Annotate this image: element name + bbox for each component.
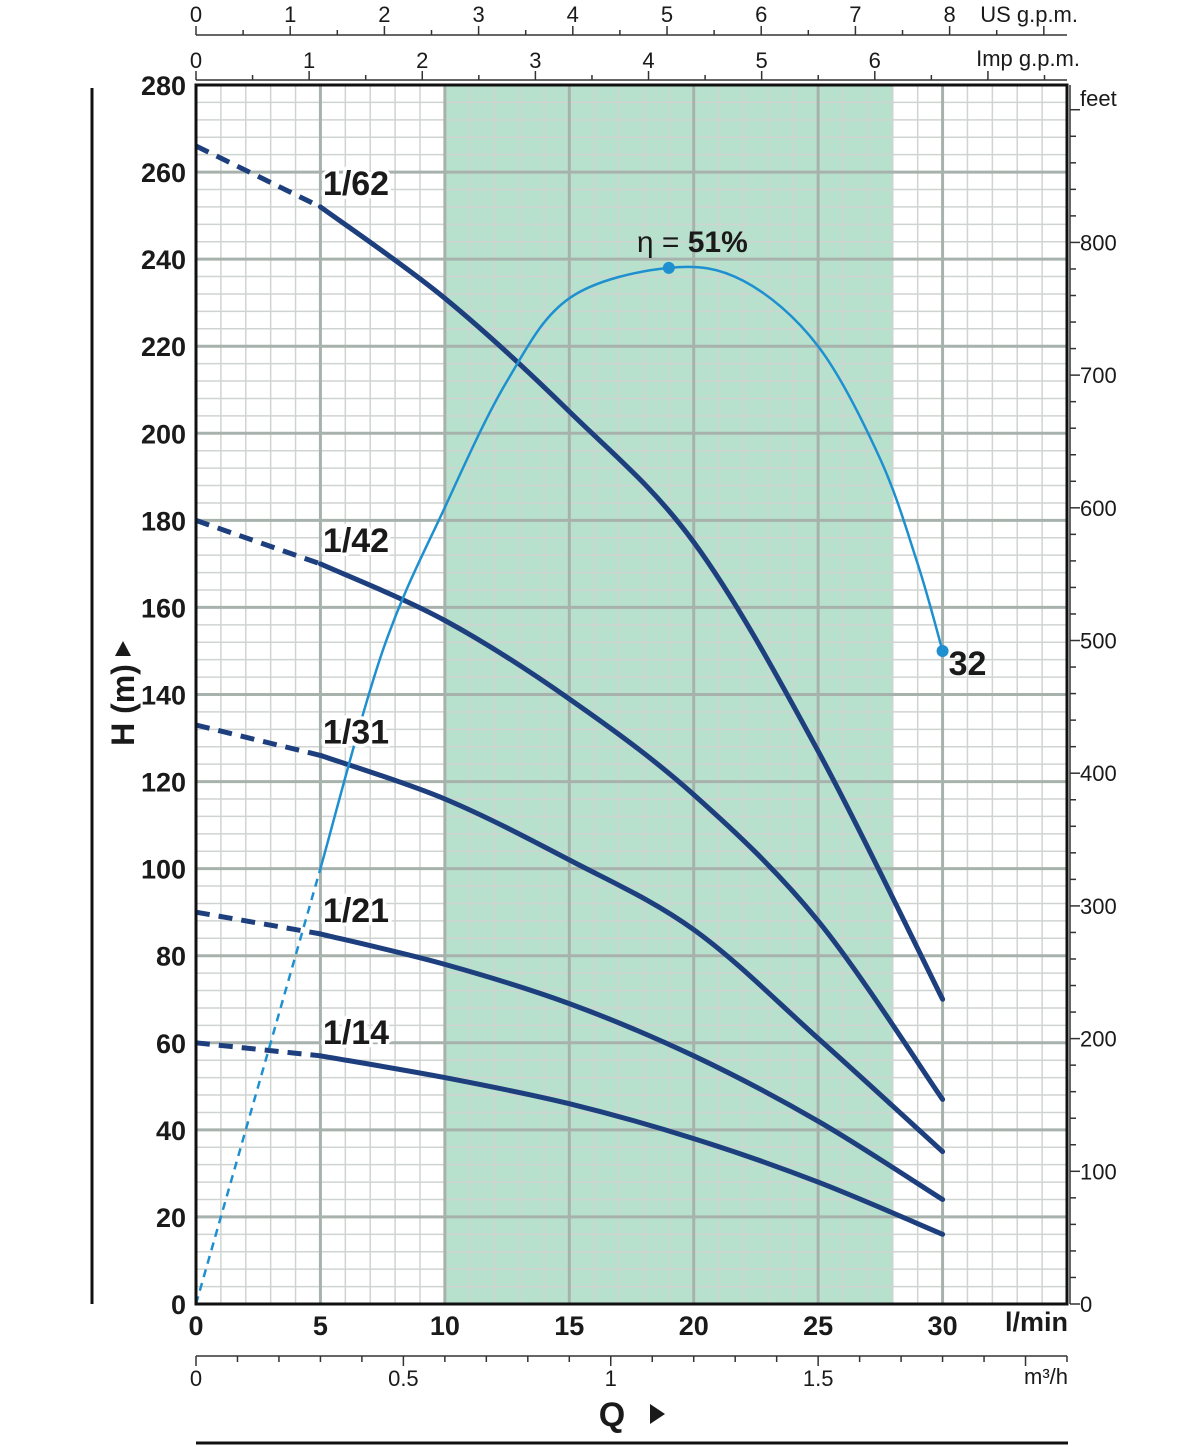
us-gpm-tick-label: 0 bbox=[190, 2, 202, 27]
x-tick-label: 10 bbox=[430, 1311, 460, 1341]
curve-1-21 bbox=[317, 931, 946, 1202]
m3h-tick-label: 0 bbox=[190, 1366, 202, 1391]
curve-1-42 bbox=[317, 561, 946, 1102]
feet-tick-label: 500 bbox=[1080, 629, 1117, 654]
curve-1-14-dashed-segment bbox=[195, 1040, 321, 1059]
y-tick-label: 140 bbox=[141, 681, 186, 711]
imp-gpm-tick-label: 3 bbox=[529, 48, 541, 73]
x-axis-arrow-icon bbox=[650, 1404, 665, 1424]
feet-tick-label: 400 bbox=[1080, 761, 1117, 786]
x-tick-label: 25 bbox=[803, 1311, 833, 1341]
curve-1-42-dashed-segment bbox=[195, 518, 322, 567]
y-axis-title: H (m) bbox=[90, 88, 141, 1304]
feet-tick-label: 200 bbox=[1080, 1027, 1117, 1052]
y-tick-label: 240 bbox=[141, 245, 186, 275]
y-tick-label: 180 bbox=[141, 506, 186, 536]
curve-label-1-31: 1/31 bbox=[323, 713, 389, 751]
feet-tick-label: 800 bbox=[1080, 230, 1117, 255]
y-tick-label: 120 bbox=[141, 768, 186, 798]
head-curves bbox=[194, 143, 946, 1237]
imp-gpm-tick-label: 2 bbox=[416, 48, 428, 73]
efficiency-end-marker bbox=[936, 644, 949, 657]
us-gpm-tick-label: 4 bbox=[567, 2, 579, 27]
curve-1-21-dashed-segment bbox=[195, 909, 321, 937]
y-tick-label: 260 bbox=[141, 158, 186, 188]
imp-gpm-tick-label: 0 bbox=[190, 48, 202, 73]
x-axis-title: Q bbox=[196, 1396, 1068, 1445]
imp-gpm-unit-label: Imp g.p.m. bbox=[976, 46, 1080, 71]
x-tick-label: 15 bbox=[554, 1311, 584, 1341]
us-gpm-unit-label: US g.p.m. bbox=[980, 2, 1078, 27]
feet-tick-label: 0 bbox=[1080, 1292, 1092, 1317]
feet-tick-label: 600 bbox=[1080, 496, 1117, 521]
y-tick-label: 100 bbox=[141, 855, 186, 885]
curve-label-1-21: 1/21 bbox=[323, 892, 389, 930]
curve-1-31 bbox=[317, 752, 946, 1155]
us-gpm-tick-label: 1 bbox=[284, 2, 296, 27]
x-tick-label: 5 bbox=[313, 1311, 328, 1341]
curve-label-1-42: 1/42 bbox=[323, 522, 389, 560]
efficiency-label-value: 51% bbox=[688, 226, 748, 259]
y-tick-label: 0 bbox=[171, 1290, 186, 1320]
y-tick-label: 20 bbox=[156, 1203, 186, 1233]
feet-tick-label: 300 bbox=[1080, 894, 1117, 919]
x-tick-label: 0 bbox=[188, 1311, 203, 1341]
x-unit-label: l/min bbox=[1005, 1307, 1068, 1337]
efficiency-peak-marker bbox=[662, 261, 675, 274]
y-tick-label: 220 bbox=[141, 332, 186, 362]
y-tick-label: 60 bbox=[156, 1029, 186, 1059]
m3h-tick-label: 1 bbox=[605, 1366, 617, 1391]
y-tick-label: 80 bbox=[156, 942, 186, 972]
imp-gpm-tick-label: 5 bbox=[756, 48, 768, 73]
us-gpm-tick-label: 7 bbox=[849, 2, 861, 27]
x-tick-label: 20 bbox=[679, 1311, 709, 1341]
efficiency-line bbox=[319, 265, 944, 869]
us-gpm-tick-label: 8 bbox=[943, 2, 955, 27]
y-tick-label: 40 bbox=[156, 1116, 186, 1146]
x-axis-title-text: Q bbox=[599, 1396, 625, 1434]
feet-tick-label: 700 bbox=[1080, 363, 1117, 388]
y-tick-label: 280 bbox=[141, 71, 186, 101]
imp-gpm-tick-label: 1 bbox=[303, 48, 315, 73]
curve-1-62-dashed-segment bbox=[194, 143, 322, 210]
us-gpm-tick-label: 3 bbox=[472, 2, 484, 27]
feet-tick-label: 100 bbox=[1080, 1159, 1117, 1184]
axes: 0204060801001201401601802002202402602800… bbox=[141, 2, 1117, 1391]
imp-gpm-tick-label: 6 bbox=[869, 48, 881, 73]
us-gpm-tick-label: 2 bbox=[378, 2, 390, 27]
efficiency-curve bbox=[194, 261, 949, 1305]
y-tick-label: 160 bbox=[141, 593, 186, 623]
m3h-tick-label: 1.5 bbox=[803, 1366, 834, 1391]
curve-1-62 bbox=[317, 204, 946, 1002]
efficiency-label: η = 51% bbox=[637, 226, 748, 259]
curve-label-1-62: 1/62 bbox=[323, 165, 389, 203]
imp-gpm-tick-label: 4 bbox=[642, 48, 654, 73]
efficiency-dashed-segment bbox=[194, 868, 322, 1305]
m3h-unit-label: m³/h bbox=[1024, 1364, 1068, 1389]
plot-frame bbox=[194, 83, 1069, 1306]
curve-1-14 bbox=[317, 1053, 946, 1237]
m3h-tick-label: 0.5 bbox=[388, 1366, 419, 1391]
y-axis-title-text: H (m) bbox=[105, 664, 141, 746]
us-gpm-tick-label: 6 bbox=[755, 2, 767, 27]
efficiency-end-label: 32 bbox=[949, 645, 987, 683]
y-tick-label: 200 bbox=[141, 419, 186, 449]
x-tick-label: 30 bbox=[928, 1311, 958, 1341]
grid-major bbox=[196, 85, 1067, 1304]
us-gpm-tick-label: 5 bbox=[661, 2, 673, 27]
efficiency-label-prefix: η = bbox=[637, 226, 688, 259]
curve-1-31-dashed-segment bbox=[195, 722, 321, 758]
y-axis-arrow-icon bbox=[115, 641, 131, 656]
curve-labels: 1/62 1/42 1/31 1/21 1/14 η = 51% 32 bbox=[319, 161, 987, 1055]
feet-unit-label: feet bbox=[1080, 86, 1117, 111]
curve-label-1-14: 1/14 bbox=[323, 1014, 389, 1052]
